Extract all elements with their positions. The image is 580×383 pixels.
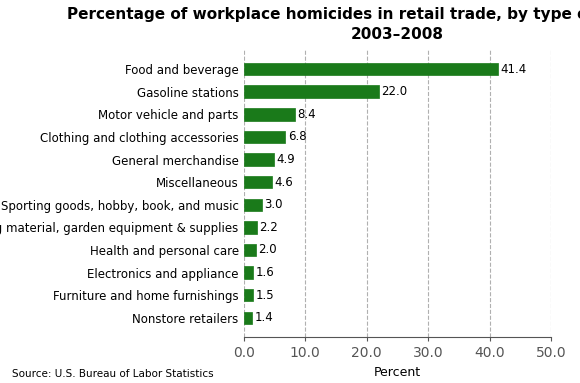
Text: 1.6: 1.6 (256, 266, 275, 279)
Bar (244, 244, 256, 256)
Text: 22.0: 22.0 (381, 85, 407, 98)
X-axis label: Percent: Percent (374, 366, 421, 379)
Text: 4.6: 4.6 (274, 176, 293, 188)
Text: 2.0: 2.0 (258, 244, 277, 257)
Text: 41.4: 41.4 (501, 62, 527, 75)
Text: Source: U.S. Bureau of Labor Statistics: Source: U.S. Bureau of Labor Statistics (12, 369, 213, 379)
Bar (244, 311, 252, 324)
Text: 4.9: 4.9 (276, 153, 295, 166)
Bar (244, 289, 253, 301)
Bar (244, 108, 295, 121)
Text: 2.2: 2.2 (260, 221, 278, 234)
Text: 1.5: 1.5 (255, 289, 274, 302)
Bar (244, 176, 272, 188)
Text: 8.4: 8.4 (298, 108, 316, 121)
Bar (244, 198, 262, 211)
Bar (244, 63, 498, 75)
Text: 3.0: 3.0 (264, 198, 283, 211)
Text: 1.4: 1.4 (255, 311, 273, 324)
Bar (244, 221, 257, 234)
Bar (244, 153, 274, 166)
Text: 6.8: 6.8 (288, 130, 306, 143)
Bar (244, 131, 285, 143)
Title: Percentage of workplace homicides in retail trade, by type of establishment,
200: Percentage of workplace homicides in ret… (67, 7, 580, 42)
Bar (244, 85, 379, 98)
Bar (244, 266, 253, 279)
